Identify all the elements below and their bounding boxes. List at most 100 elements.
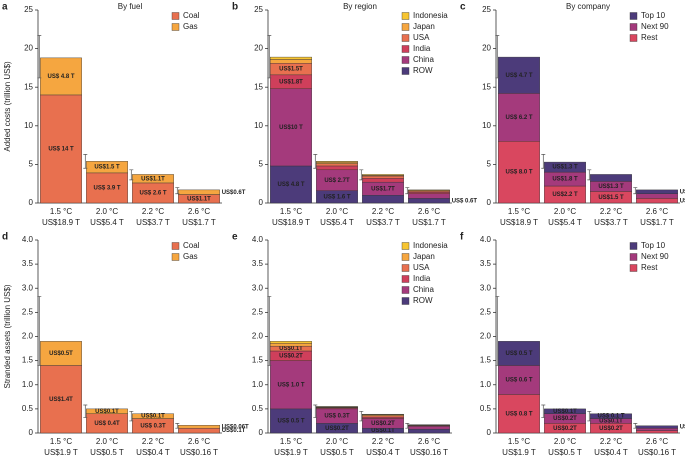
y-tick-label: 15 xyxy=(482,82,491,91)
y-tick-label: 0 xyxy=(259,428,264,437)
bar-segment xyxy=(362,178,404,183)
panel-title: By region xyxy=(343,2,377,11)
legend-swatch xyxy=(401,12,410,20)
bar-segment xyxy=(86,408,128,414)
value-label: US$ 14 T xyxy=(48,147,74,153)
value-label: US$1.5 T xyxy=(598,195,624,201)
y-tick-label: 10 xyxy=(24,121,33,130)
legend-swatch xyxy=(401,45,410,53)
value-label: US$ 4.8 T xyxy=(277,182,304,188)
legend-label: Coal xyxy=(183,11,200,20)
y-tick-label: 3.5 xyxy=(22,259,34,268)
total-label: US$0.16 T xyxy=(180,448,218,457)
bar-segment xyxy=(362,416,404,419)
legend-swatch xyxy=(171,253,180,261)
value-label: US$0.1T xyxy=(599,419,623,425)
value-label: US$0.1T xyxy=(95,409,119,415)
legend-swatch xyxy=(401,253,410,261)
y-tick-label: 3.5 xyxy=(480,259,492,268)
bar-segment xyxy=(270,360,312,410)
panel-label: a xyxy=(2,2,8,13)
value-label: US$1.5T xyxy=(279,67,303,73)
value-label: US$ 1.0 T xyxy=(277,382,304,388)
x-tick-label: 2.6 °C xyxy=(188,207,211,216)
y-tick-label: 1.5 xyxy=(480,356,492,365)
error-bar xyxy=(359,169,364,181)
legend-label: Japan xyxy=(413,252,435,261)
y-tick-label: 2.5 xyxy=(252,307,264,316)
value-label: US$0.2T xyxy=(325,426,349,432)
total-label: US$0.4 T xyxy=(136,448,170,457)
value-label: US$ 0.6T xyxy=(680,198,685,204)
x-tick-label: 2.0 °C xyxy=(554,437,577,446)
y-tick-label: 3.0 xyxy=(252,283,264,292)
x-tick-label: 2.6 °C xyxy=(188,437,211,446)
legend-label: Next 90 xyxy=(641,22,669,31)
error-bar xyxy=(129,169,134,181)
value-label: US$1.3 T xyxy=(552,165,578,171)
bar-segment xyxy=(498,341,540,366)
legend-label: USA xyxy=(413,33,430,42)
error-bar xyxy=(405,187,410,195)
error-bar xyxy=(175,187,180,195)
legend-label: Gas xyxy=(183,252,198,261)
y-tick-label: 0 xyxy=(29,428,34,437)
y-tick-label: 3.0 xyxy=(480,283,492,292)
x-tick-label: 2.0 °C xyxy=(96,207,119,216)
value-label: US$0.2T xyxy=(553,426,577,432)
total-label: US$0.5 T xyxy=(320,448,354,457)
value-label: US$ 6.2 T xyxy=(505,115,532,121)
value-label: US$1.3 T xyxy=(598,184,624,190)
value-label: US$ 0.5 T xyxy=(505,351,532,357)
value-label: US$0.2T xyxy=(279,353,303,359)
bar-segment xyxy=(316,163,358,167)
value-label: US$0.2T xyxy=(553,416,577,422)
value-label: US$ 8.0 T xyxy=(505,170,532,176)
y-tick-label: 20 xyxy=(482,44,491,53)
bar-segment xyxy=(270,343,312,347)
bar-segment xyxy=(40,57,82,96)
x-tick-label: 2.0 °C xyxy=(326,437,349,446)
legend-label: Indonesia xyxy=(413,11,448,20)
legend-swatch xyxy=(401,286,410,294)
bar-segment xyxy=(408,198,450,204)
legend-label: Indonesia xyxy=(413,241,448,250)
y-tick-label: 3.0 xyxy=(22,283,34,292)
panel-label: f xyxy=(460,232,464,243)
value-label: US$0.2T xyxy=(371,421,395,427)
x-tick-label: 2.0 °C xyxy=(554,207,577,216)
bar-segment xyxy=(86,172,128,204)
legend-label: USA xyxy=(413,263,430,272)
y-tick-label: 0 xyxy=(259,198,264,207)
legend-swatch xyxy=(401,23,410,31)
bar-segment xyxy=(636,427,678,431)
x-tick-label: 1.5 °C xyxy=(508,437,531,446)
bar-segment xyxy=(362,174,404,176)
y-tick-label: 2.0 xyxy=(22,332,34,341)
bar-segment xyxy=(316,161,358,164)
y-tick-label: 1.5 xyxy=(22,356,34,365)
bar-segment xyxy=(270,59,312,64)
error-bar xyxy=(633,423,638,429)
error-bar xyxy=(359,410,364,422)
x-tick-label: 1.5 °C xyxy=(50,437,73,446)
legend-swatch xyxy=(629,12,638,20)
total-label: US$1.7 T xyxy=(182,218,216,227)
legend-swatch xyxy=(171,242,180,250)
bar-segment xyxy=(178,189,220,195)
legend-swatch xyxy=(629,253,638,261)
total-label: US$0.5 T xyxy=(90,448,124,457)
legend-swatch xyxy=(629,242,638,250)
value-label: US$ 0.6T xyxy=(452,198,478,204)
total-label: US$0.4 T xyxy=(366,448,400,457)
y-tick-label: 4.0 xyxy=(22,235,34,244)
legend-label: India xyxy=(413,44,431,53)
bar-segment xyxy=(86,161,128,174)
x-tick-label: 2.2 °C xyxy=(600,207,623,216)
y-tick-label: 10 xyxy=(482,121,491,130)
value-label: US$ 4.8 T xyxy=(47,74,74,80)
legend-label: Next 90 xyxy=(641,252,669,261)
value-label: US$0.6T xyxy=(222,190,246,196)
y-tick-label: 5 xyxy=(487,160,492,169)
legend-swatch xyxy=(401,56,410,64)
